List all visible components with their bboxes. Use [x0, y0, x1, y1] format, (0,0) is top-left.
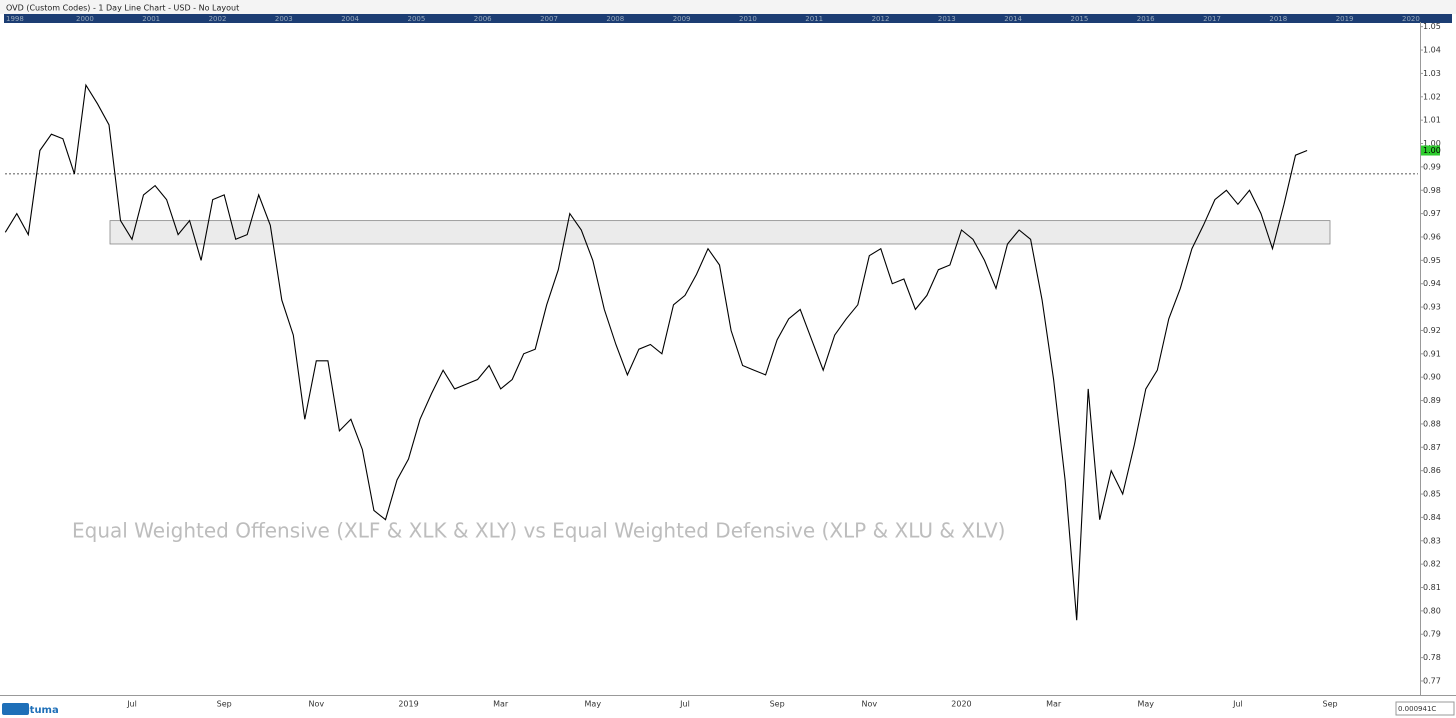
- y-tick-label: 0.90: [1423, 373, 1441, 382]
- y-tick-label: 0.79: [1423, 630, 1441, 639]
- y-tick-label: 1.05: [1423, 22, 1441, 31]
- y-tick-label: 0.89: [1423, 396, 1441, 405]
- y-tick-label: 0.84: [1423, 513, 1441, 522]
- logo: Optuma: [14, 705, 59, 716]
- navigator-year: 2009: [673, 15, 691, 23]
- x-tick-label: Nov: [861, 700, 877, 709]
- navigator[interactable]: [4, 14, 1452, 23]
- navigator-year: 2003: [275, 15, 293, 23]
- x-tick-label: Jul: [679, 700, 690, 709]
- x-tick-label: Jul: [1232, 700, 1243, 709]
- y-tick-label: 0.81: [1423, 583, 1441, 592]
- y-tick-label: 0.95: [1423, 256, 1441, 265]
- x-tick-label: May: [1138, 700, 1155, 709]
- scale-readout: 0.000941C: [1398, 705, 1436, 713]
- last-value-marker: [1421, 145, 1440, 156]
- navigator-year: 2016: [1137, 15, 1155, 23]
- navigator-year: 2019: [1336, 15, 1354, 23]
- navigator-year: 2013: [938, 15, 956, 23]
- y-tick-label: 0.83: [1423, 536, 1441, 545]
- navigator-year: 2000: [76, 15, 94, 23]
- x-tick-label: Sep: [217, 700, 232, 709]
- last-value-label: 1.00: [1423, 146, 1441, 155]
- y-tick-label: 1.02: [1423, 92, 1441, 101]
- x-tick-label: 2019: [398, 700, 418, 709]
- x-tick-label: Sep: [1323, 700, 1338, 709]
- y-tick-label: 0.98: [1423, 186, 1441, 195]
- navigator-year: 2006: [474, 15, 492, 23]
- navigator-year: 2014: [1004, 15, 1022, 23]
- x-tick-label: Sep: [770, 700, 785, 709]
- y-tick-label: 1.04: [1423, 46, 1441, 55]
- y-tick-label: 0.91: [1423, 349, 1441, 358]
- y-tick-label: 0.78: [1423, 653, 1441, 662]
- navigator-year: 2012: [872, 15, 890, 23]
- navigator-year: 2001: [142, 15, 160, 23]
- navigator-year: 2002: [209, 15, 227, 23]
- y-tick-label: 0.86: [1423, 466, 1441, 475]
- y-tick-label: 1.01: [1423, 116, 1441, 125]
- logo-icon: [2, 703, 29, 715]
- navigator-year: 1998: [6, 15, 24, 23]
- y-tick-label: 0.92: [1423, 326, 1441, 335]
- navigator-year: 2017: [1203, 15, 1221, 23]
- y-tick-label: 0.80: [1423, 606, 1441, 615]
- navigator-year: 2008: [606, 15, 624, 23]
- support-zone: [109, 220, 1331, 245]
- navigator-year: 2011: [805, 15, 823, 23]
- navigator-year: 2018: [1269, 15, 1287, 23]
- x-tick-label: Mar: [493, 700, 509, 709]
- y-axis-line: [1420, 22, 1421, 696]
- x-tick-label: May: [585, 700, 602, 709]
- annotation: Equal Weighted Offensive (XLF & XLK & XL…: [72, 519, 1005, 543]
- y-tick-label: 0.97: [1423, 209, 1441, 218]
- title-bar: [0, 0, 1456, 14]
- x-tick-label: Mar: [1046, 700, 1062, 709]
- x-tick-label: 2020: [951, 700, 971, 709]
- x-tick-label: Nov: [309, 700, 325, 709]
- y-tick-label: 0.99: [1423, 162, 1441, 171]
- window-title: OVD (Custom Codes) - 1 Day Line Chart - …: [6, 4, 239, 13]
- y-tick-label: 1.03: [1423, 69, 1441, 78]
- navigator-year: 2020: [1402, 15, 1420, 23]
- y-tick-label: 0.85: [1423, 490, 1441, 499]
- navigator-year: 2015: [1071, 15, 1089, 23]
- y-tick-label: 0.82: [1423, 560, 1441, 569]
- y-tick-label: 0.88: [1423, 419, 1441, 428]
- navigator-year: 2007: [540, 15, 558, 23]
- navigator-year: 2010: [739, 15, 757, 23]
- y-tick-label: 0.77: [1423, 676, 1441, 685]
- navigator-year: 2005: [408, 15, 426, 23]
- y-tick-label: 1.00: [1423, 139, 1441, 148]
- scale-box[interactable]: [1395, 701, 1455, 716]
- y-tick-label: 0.93: [1423, 303, 1441, 312]
- y-tick-label: 0.87: [1423, 443, 1441, 452]
- x-tick-label: Jul: [126, 700, 137, 709]
- price-line: [4, 83, 1308, 621]
- x-axis-line: [0, 695, 1456, 696]
- navigator-year: 2004: [341, 15, 359, 23]
- y-tick-label: 0.96: [1423, 232, 1441, 241]
- y-tick-label: 0.94: [1423, 279, 1441, 288]
